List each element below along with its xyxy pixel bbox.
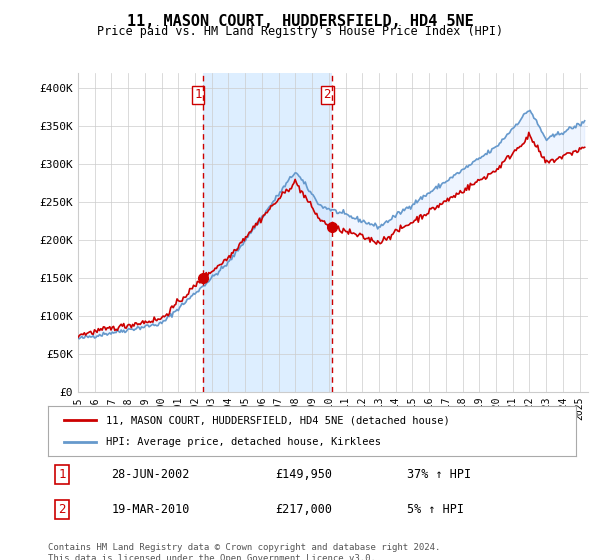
Text: 1: 1 [59, 468, 66, 481]
Text: HPI: Average price, detached house, Kirklees: HPI: Average price, detached house, Kirk… [106, 437, 381, 447]
Text: 11, MASON COURT, HUDDERSFIELD, HD4 5NE (detached house): 11, MASON COURT, HUDDERSFIELD, HD4 5NE (… [106, 415, 450, 425]
Text: Contains HM Land Registry data © Crown copyright and database right 2024.
This d: Contains HM Land Registry data © Crown c… [48, 543, 440, 560]
Text: 19-MAR-2010: 19-MAR-2010 [112, 503, 190, 516]
Text: 2: 2 [323, 88, 331, 101]
Text: 2: 2 [59, 503, 66, 516]
Text: 28-JUN-2002: 28-JUN-2002 [112, 468, 190, 481]
Text: 11, MASON COURT, HUDDERSFIELD, HD4 5NE: 11, MASON COURT, HUDDERSFIELD, HD4 5NE [127, 14, 473, 29]
Text: Price paid vs. HM Land Registry's House Price Index (HPI): Price paid vs. HM Land Registry's House … [97, 25, 503, 38]
Text: 37% ↑ HPI: 37% ↑ HPI [407, 468, 471, 481]
Text: 5% ↑ HPI: 5% ↑ HPI [407, 503, 464, 516]
Bar [203, 73, 332, 392]
Text: 1: 1 [194, 88, 202, 101]
Text: £217,000: £217,000 [275, 503, 332, 516]
Text: £149,950: £149,950 [275, 468, 332, 481]
